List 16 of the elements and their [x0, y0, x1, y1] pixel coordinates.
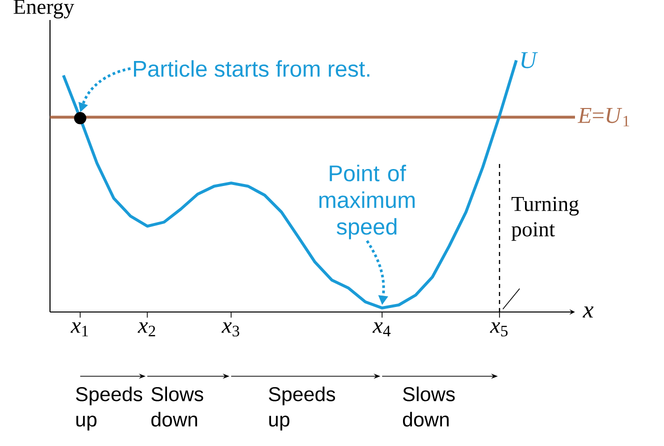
text: Speeds up	[76, 386, 142, 431]
x-tick-label: x$_{1}$	[70, 322, 88, 336]
annotation: Particle starts from rest.	[134, 60, 370, 77]
series-label: U	[521, 52, 538, 68]
annotation: Point of maximum speed	[319, 164, 415, 240]
text: Slows down	[402, 386, 455, 427]
x-tick-label: x$_{5}$	[490, 322, 508, 336]
ref-line-label: Turning point	[512, 196, 579, 241]
y-axis-title: Energy	[14, 0, 74, 18]
x-axis-title: x	[582, 306, 594, 318]
x-tick-label: x$_{4}$	[372, 322, 391, 336]
text: Speeds up	[268, 386, 336, 431]
ref-line-label: E=U$_{1}$	[578, 108, 630, 126]
text: Slows down	[151, 386, 204, 427]
x-tick-label: x$_{3}$	[222, 322, 240, 336]
x-tick-label: x$_{2}$	[138, 322, 156, 336]
